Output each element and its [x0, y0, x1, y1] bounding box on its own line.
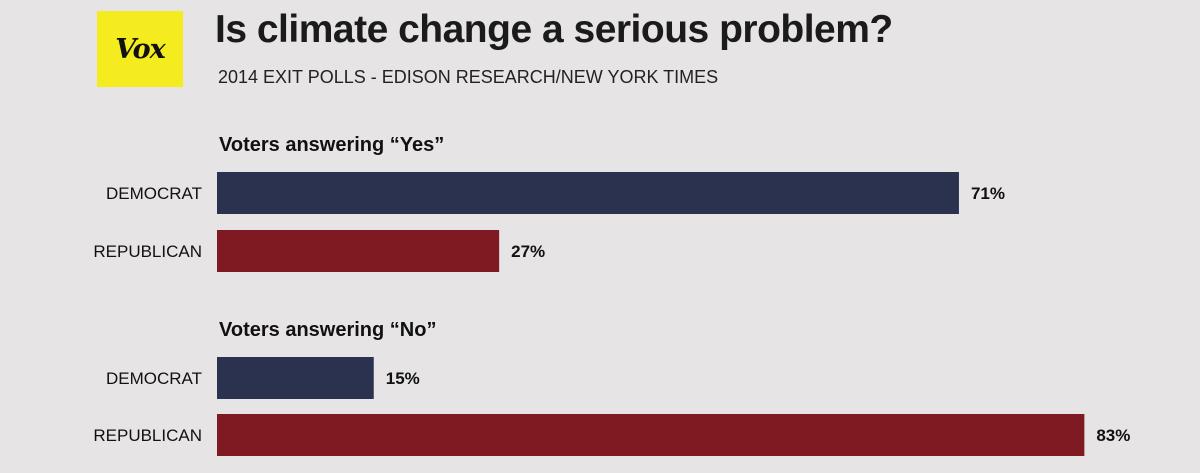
value-label: 83% [1096, 426, 1130, 445]
group-title: Voters answering “No” [219, 319, 436, 341]
bar-democrat [217, 172, 959, 214]
chart-title: Is climate change a serious problem? [215, 8, 893, 51]
category-label: DEMOCRAT [106, 369, 202, 388]
value-label: 71% [971, 184, 1005, 203]
bar-democrat [217, 357, 374, 399]
category-label: DEMOCRAT [106, 184, 202, 203]
logo-text: Vox [115, 33, 166, 65]
bar-republican [217, 230, 500, 272]
value-label: 27% [511, 242, 545, 261]
chart-subtitle: 2014 EXIT POLLS - EDISON RESEARCH/NEW YO… [218, 67, 719, 87]
bar-republican [217, 414, 1085, 456]
value-label: 15% [386, 369, 420, 388]
vox-logo: Vox [97, 11, 183, 87]
group-title: Voters answering “Yes” [219, 134, 444, 156]
category-label: REPUBLICAN [93, 426, 202, 445]
category-label: REPUBLICAN [93, 242, 202, 261]
